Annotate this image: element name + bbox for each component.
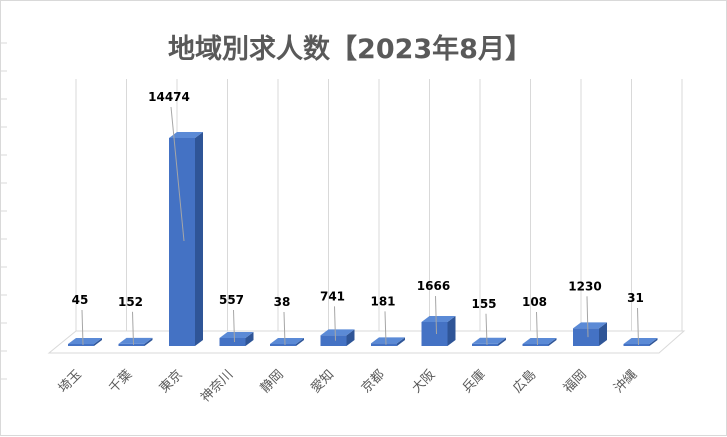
- bar-front: [270, 344, 296, 346]
- leader-line: [283, 311, 286, 346]
- data-label: 38: [274, 295, 291, 309]
- leader-line: [435, 296, 437, 335]
- bar-front: [219, 337, 246, 346]
- bar: [320, 329, 355, 346]
- bar-top: [371, 337, 405, 344]
- bars: [68, 132, 658, 346]
- bar-side: [397, 337, 405, 346]
- leader-line: [334, 306, 336, 341]
- bar-top: [522, 338, 557, 344]
- leader-line: [170, 106, 185, 242]
- chart-title: 地域別求人数【2023年8月】: [168, 33, 532, 65]
- bar: [371, 337, 405, 346]
- floor-plane: [47, 330, 686, 354]
- bar: [219, 331, 254, 346]
- category-label: 愛知: [308, 367, 338, 397]
- category-label: 東京: [156, 367, 186, 397]
- bar-side: [144, 337, 153, 346]
- bar-top: [219, 331, 254, 338]
- bar-front: [472, 343, 498, 346]
- bar-front: [68, 344, 94, 346]
- bar-top: [270, 338, 304, 344]
- bar-side: [649, 338, 658, 346]
- bar-side: [447, 316, 456, 346]
- bar: [68, 338, 102, 346]
- bar: [472, 337, 506, 346]
- data-label: 1230: [568, 279, 601, 293]
- data-label: 14474: [148, 90, 190, 104]
- bar: [623, 338, 658, 346]
- data-label: 557: [219, 293, 244, 307]
- bar-top: [472, 337, 506, 344]
- bar-front: [623, 344, 650, 346]
- data-label: 108: [522, 295, 547, 309]
- bar-side: [599, 322, 607, 346]
- bar-front: [371, 343, 397, 346]
- leader-line: [132, 311, 134, 345]
- bar-top: [68, 338, 102, 344]
- data-labels: 45 152 14474 557 38 741 181 1666 155 108 1230 31: [72, 90, 644, 311]
- bar-top: [169, 132, 203, 138]
- data-label: 1666: [417, 279, 450, 293]
- bar: [270, 338, 304, 346]
- category-label: 沖縄: [611, 367, 640, 396]
- leader-line: [586, 296, 589, 338]
- category-label: 兵庫: [460, 367, 489, 396]
- category-axis: 埼玉 千葉 東京 神奈川 静岡 愛知 京都 大阪 兵庫 広島 福岡 沖縄: [56, 367, 641, 406]
- leader-line: [637, 307, 639, 346]
- category-label: 千葉: [106, 367, 135, 396]
- category-label: 埼玉: [56, 367, 85, 396]
- gridlines: [1, 42, 683, 380]
- leader-line: [233, 309, 235, 343]
- bar: [522, 338, 557, 346]
- leader-line: [384, 311, 387, 345]
- bar-side: [245, 331, 254, 346]
- data-label: 741: [320, 289, 345, 303]
- bar-front: [118, 343, 145, 346]
- leader-line: [485, 313, 488, 345]
- leader-line: [81, 309, 84, 346]
- bar-front: [522, 344, 549, 346]
- data-label: 152: [118, 295, 143, 309]
- category-label: 京都: [359, 367, 388, 396]
- category-label: 大阪: [409, 367, 438, 396]
- bar-side: [346, 329, 355, 346]
- bar-top: [320, 329, 355, 336]
- leader-line: [536, 311, 538, 346]
- bar-front: [573, 328, 599, 346]
- category-label: 福岡: [561, 367, 590, 396]
- bar-top: [118, 337, 153, 344]
- data-label: 31: [627, 291, 644, 305]
- bar: [573, 322, 607, 346]
- bar-top: [573, 322, 607, 329]
- bar-front: [421, 322, 448, 346]
- category-label: 広島: [510, 367, 539, 396]
- bar-top: [623, 338, 658, 344]
- data-label: 155: [471, 297, 496, 311]
- bar-side: [94, 338, 102, 346]
- data-label: 181: [370, 294, 395, 308]
- bar: [421, 316, 456, 346]
- bar-side: [296, 338, 304, 346]
- data-label: 45: [72, 293, 89, 307]
- bar-side: [548, 338, 557, 346]
- leader-lines: [81, 106, 639, 346]
- bar-side: [498, 337, 506, 346]
- bar-front: [320, 335, 347, 346]
- category-label: 神奈川: [198, 367, 236, 405]
- bar-top: [421, 316, 456, 323]
- bar: [118, 337, 153, 346]
- bar-side: [195, 132, 203, 346]
- bar: [169, 132, 203, 346]
- chart-floor: [47, 330, 686, 354]
- bar-front: [169, 138, 195, 346]
- category-label: 静岡: [258, 367, 287, 396]
